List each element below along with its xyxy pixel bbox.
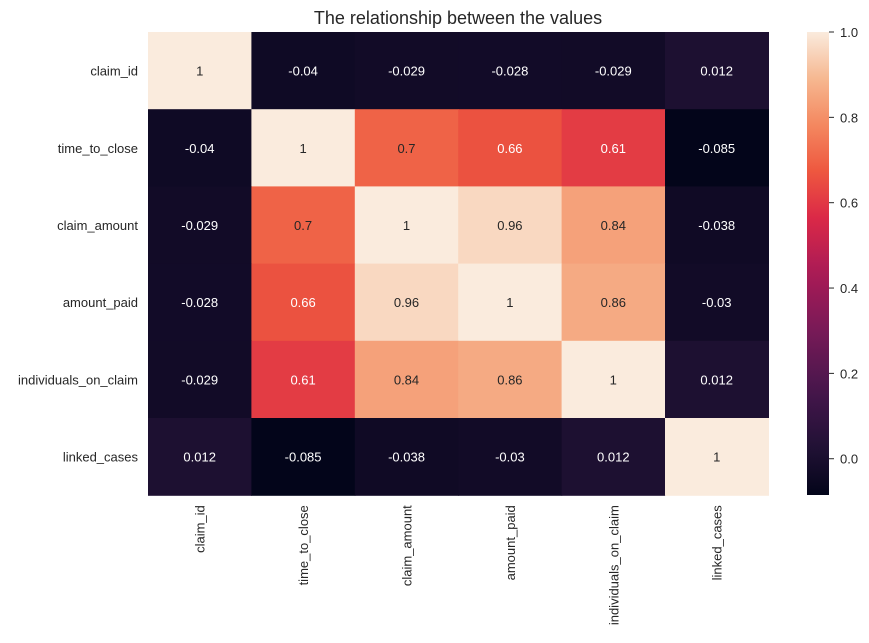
cell-value-label: 1 xyxy=(713,450,720,465)
heatmap-cell xyxy=(458,418,563,496)
heatmap-cell xyxy=(665,109,769,187)
cell-value-label: 0.61 xyxy=(290,372,315,387)
column-tick-labels: claim_id time_to_close claim_amount amount_… xyxy=(193,505,725,625)
colorbar-tick-label: 0.2 xyxy=(840,366,858,381)
cell-value-label: 0.7 xyxy=(397,141,415,156)
heatmap-cells: 1 -0.04 -0.029 -0.028 -0.029 0.012 -0.04 1 0.7 0.… xyxy=(148,32,769,496)
colorbar-tick-label: 0.4 xyxy=(840,281,858,296)
heatmap-cell xyxy=(148,340,252,419)
row-tick-labels: claim_id time_to_close claim_amount amount_… xyxy=(18,64,138,465)
cell-value-label: -0.038 xyxy=(698,218,735,233)
cell-value-label: 1 xyxy=(403,218,410,233)
heatmap-cell xyxy=(251,263,356,342)
heatmap-cell xyxy=(251,340,356,419)
cell-value-label: 0.66 xyxy=(290,295,315,310)
cell-value-label: -0.085 xyxy=(285,450,322,465)
heatmap-cell xyxy=(561,418,666,496)
colorbar-ticks: 0.0 0.2 0.4 0.6 0.8 1.0 xyxy=(829,25,858,467)
column-tick-label: amount_paid xyxy=(503,505,518,580)
cell-value-label: 0.86 xyxy=(601,295,626,310)
cell-value-label: 0.012 xyxy=(183,450,216,465)
cell-value-label: 1 xyxy=(610,372,617,387)
heatmap-cell xyxy=(458,32,563,110)
colorbar: 0.0 0.2 0.4 0.6 0.8 1.0 xyxy=(807,25,858,495)
cell-value-label: -0.03 xyxy=(702,295,732,310)
heatmap-cell xyxy=(354,109,459,187)
column-tick-label: linked_cases xyxy=(710,505,725,581)
cell-value-label: 0.012 xyxy=(700,64,733,79)
column-tick-label: time_to_close xyxy=(296,505,311,585)
column-tick-label: claim_id xyxy=(193,505,208,553)
heatmap-cell xyxy=(251,418,356,496)
heatmap-cell xyxy=(458,109,563,187)
row-tick-label: claim_amount xyxy=(57,218,138,233)
heatmap-cell xyxy=(251,32,356,110)
heatmap-cell xyxy=(665,32,769,110)
cell-value-label: -0.038 xyxy=(388,450,425,465)
cell-value-label: 0.012 xyxy=(597,450,630,465)
cell-value-label: -0.04 xyxy=(185,141,215,156)
heatmap-cell xyxy=(148,32,252,110)
cell-value-label: -0.029 xyxy=(595,64,632,79)
cell-value-label: 0.84 xyxy=(601,218,626,233)
cell-value-label: 0.86 xyxy=(497,372,522,387)
heatmap-cell xyxy=(665,263,769,342)
heatmap-cell xyxy=(251,109,356,187)
heatmap-cell xyxy=(458,340,563,419)
heatmap-cell xyxy=(665,186,769,265)
cell-value-label: 0.96 xyxy=(394,295,419,310)
heatmap-cell xyxy=(458,263,563,342)
cell-value-label: -0.029 xyxy=(181,372,218,387)
cell-value-label: 0.96 xyxy=(497,218,522,233)
colorbar-tick-label: 0.8 xyxy=(840,110,858,125)
heatmap-cell xyxy=(561,186,666,265)
chart-title: The relationship between the values xyxy=(314,8,602,28)
colorbar-tick-label: 1.0 xyxy=(840,25,858,40)
heatmap-cell xyxy=(561,109,666,187)
cell-value-label: 1 xyxy=(506,295,513,310)
heatmap-cell xyxy=(148,109,252,187)
heatmap-cell xyxy=(354,186,459,265)
cell-value-label: 1 xyxy=(299,141,306,156)
cell-value-label: 1 xyxy=(196,64,203,79)
row-tick-label: linked_cases xyxy=(63,450,139,465)
row-tick-label: time_to_close xyxy=(58,141,138,156)
cell-value-label: -0.085 xyxy=(698,141,735,156)
heatmap-cell xyxy=(148,186,252,265)
heatmap-cell xyxy=(665,340,769,419)
row-tick-label: individuals_on_claim xyxy=(18,372,138,387)
heatmap-cell xyxy=(458,186,563,265)
colorbar-tick-label: 0.6 xyxy=(840,196,858,211)
colorbar-gradient xyxy=(807,32,829,495)
column-tick-label: individuals_on_claim xyxy=(606,505,621,625)
cell-value-label: 0.7 xyxy=(294,218,312,233)
column-tick-label: claim_amount xyxy=(400,505,415,586)
cell-value-label: -0.04 xyxy=(288,64,318,79)
heatmap-cell xyxy=(354,340,459,419)
heatmap-cell xyxy=(148,263,252,342)
cell-value-label: 0.66 xyxy=(497,141,522,156)
heatmap-cell xyxy=(354,418,459,496)
cell-value-label: -0.029 xyxy=(388,64,425,79)
heatmap-cell xyxy=(665,418,769,496)
heatmap-cell xyxy=(561,263,666,342)
row-tick-label: amount_paid xyxy=(63,295,138,310)
cell-value-label: -0.03 xyxy=(495,450,525,465)
heatmap-cell xyxy=(354,32,459,110)
cell-value-label: -0.029 xyxy=(181,218,218,233)
colorbar-tick-label: 0.0 xyxy=(840,452,858,467)
cell-value-label: 0.012 xyxy=(700,372,733,387)
heatmap-cell xyxy=(148,418,252,496)
row-tick-label: claim_id xyxy=(90,64,138,79)
heatmap-cell xyxy=(251,186,356,265)
cell-value-label: -0.028 xyxy=(181,295,218,310)
cell-value-label: -0.028 xyxy=(491,64,528,79)
cell-value-label: 0.84 xyxy=(394,372,419,387)
heatmap-cell xyxy=(561,32,666,110)
cell-value-label: 0.61 xyxy=(601,141,626,156)
heatmap-cell xyxy=(561,340,666,419)
heatmap-cell xyxy=(354,263,459,342)
